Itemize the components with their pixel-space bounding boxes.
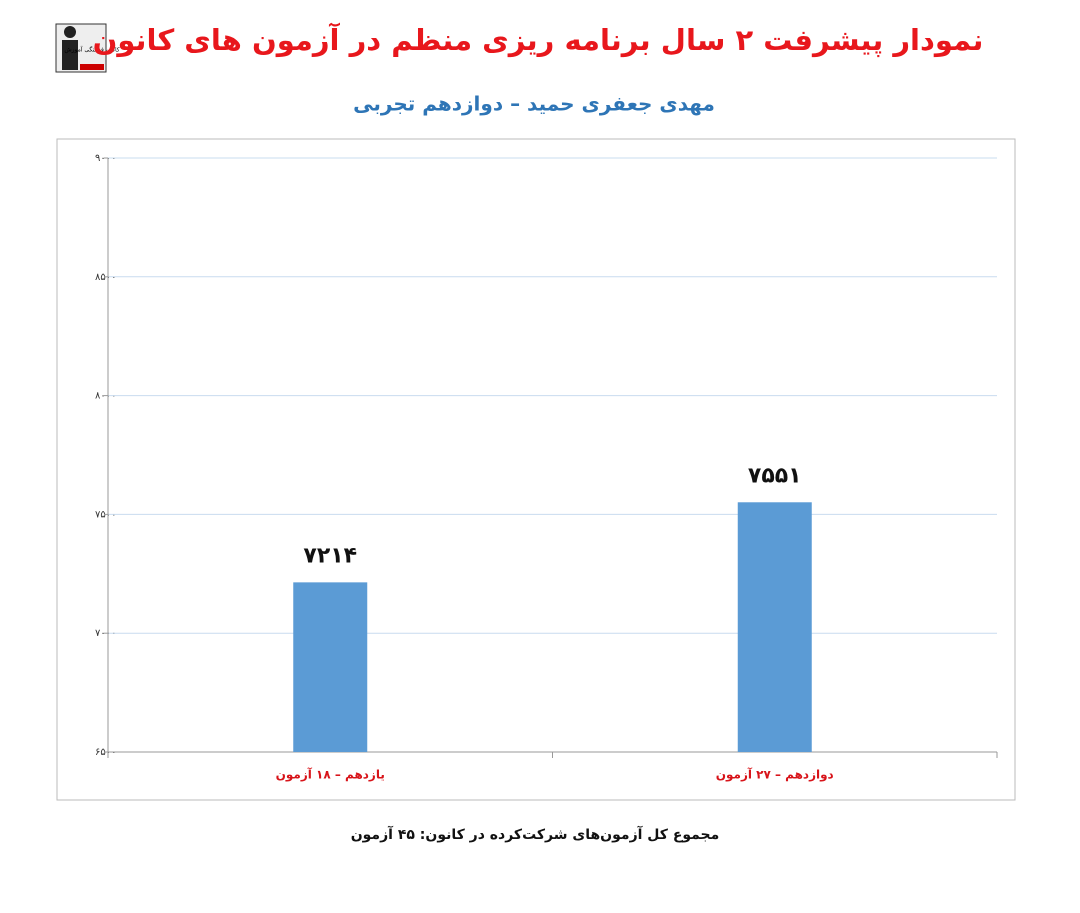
- bar: [293, 582, 368, 752]
- logo-band: [80, 64, 104, 70]
- logo-head: [64, 26, 76, 38]
- logo-text: کانون فرهنگی آموزش: [64, 45, 119, 54]
- chart-subtitle: مهدی جعفری حمید – دوازدهم تجربی: [353, 92, 715, 116]
- chart-title: نمودار پیشرفت ۲ سال برنامه ریزی منظم در …: [93, 22, 984, 58]
- bar: [737, 502, 812, 752]
- value-label: ۷۲۱۴: [303, 543, 357, 568]
- logo: کانون فرهنگی آموزش: [55, 23, 120, 73]
- x-tick-label: دوازدهم – ۲۷ آزمون: [716, 767, 834, 783]
- x-tick-label: یازدهم – ۱۸ آزمون: [276, 767, 385, 783]
- chart-frame: [56, 138, 1016, 801]
- footnote: مجموع کل آزمون‌های شرکت‌کرده در کانون: ۴…: [351, 825, 720, 843]
- value-label: ۷۵۵۱: [748, 463, 802, 488]
- logo-body: [62, 40, 78, 70]
